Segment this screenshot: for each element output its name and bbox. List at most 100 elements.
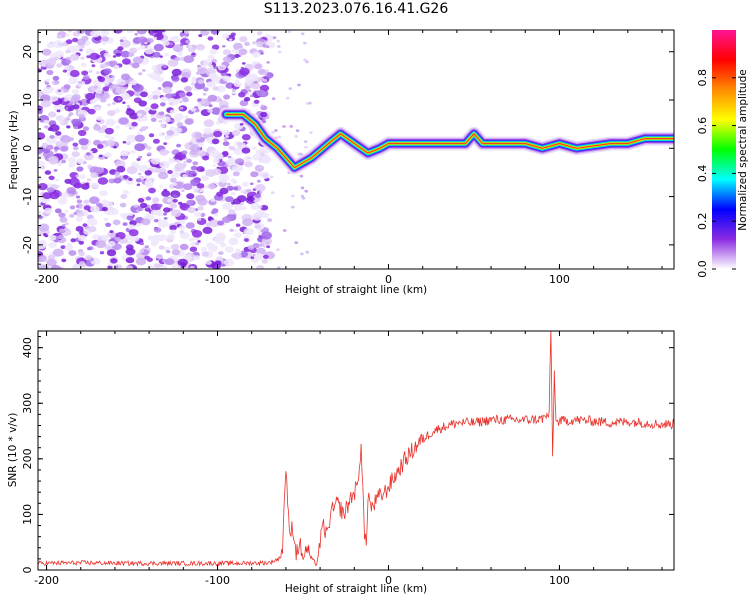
noise-blob	[258, 205, 263, 209]
noise-blob	[190, 165, 198, 171]
colorbar-ticks: 0.0 0.2 0.4 0.6 0.8	[696, 69, 736, 278]
noise-blob	[160, 102, 166, 107]
noise-blob	[188, 237, 195, 242]
noise-blob	[65, 56, 71, 61]
snr-plot-area	[38, 331, 674, 570]
noise-blob	[137, 36, 148, 44]
noise-blob	[76, 166, 84, 172]
noise-blob	[94, 106, 101, 111]
noise-blob	[163, 207, 171, 213]
noise-blob	[252, 153, 261, 161]
noise-blob	[43, 119, 49, 125]
noise-blob	[158, 245, 165, 250]
noise-blob	[115, 52, 122, 57]
noise-blob	[119, 202, 127, 208]
noise-blob	[43, 125, 49, 129]
noise-blob	[160, 96, 168, 102]
noise-blob	[241, 189, 246, 192]
noise-blob	[222, 216, 232, 224]
noise-blob	[157, 220, 169, 228]
noise-blob	[167, 198, 173, 203]
noise-blob	[136, 112, 143, 117]
noise-blob	[199, 189, 205, 193]
noise-blob	[235, 248, 241, 252]
noise-blob	[250, 171, 259, 178]
noise-blob	[190, 144, 201, 153]
snr-y-axis-label: SNR (10 * v/v)	[7, 413, 19, 488]
noise-blob	[162, 116, 171, 123]
noise-blob	[158, 119, 163, 123]
noise-blob	[241, 147, 251, 154]
noise-blob	[72, 146, 79, 151]
noise-blob	[232, 252, 242, 260]
noise-blob	[231, 91, 236, 95]
noise-blob	[38, 255, 47, 262]
noise-blob	[63, 137, 68, 141]
noise-blob	[217, 220, 225, 226]
noise-blob	[77, 234, 87, 242]
noise-blob	[254, 184, 266, 192]
noise-blob	[72, 45, 81, 52]
noise-blob	[126, 241, 133, 246]
noise-blob	[232, 180, 238, 185]
noise-blob	[294, 241, 299, 245]
noise-blob	[86, 55, 91, 59]
noise-blob	[138, 155, 143, 159]
snr-x-ticks: -200 -100 0 100	[34, 331, 663, 587]
noise-blob	[246, 195, 255, 202]
noise-blob	[43, 207, 53, 215]
noise-blob	[256, 264, 265, 269]
noise-blob	[308, 101, 312, 105]
noise-blob	[44, 170, 52, 175]
noise-blob	[77, 80, 83, 84]
snr-x-tick-label: 100	[549, 574, 570, 587]
noise-blob	[305, 250, 310, 254]
noise-blob	[133, 84, 144, 92]
noise-blob	[48, 241, 57, 248]
noise-blob	[190, 82, 195, 85]
noise-blob	[145, 145, 152, 151]
noise-blob	[201, 251, 209, 257]
noise-blob	[197, 142, 204, 148]
noise-blob	[112, 219, 121, 226]
snr-y-tick-label: 0	[21, 567, 34, 574]
noise-blob	[276, 248, 280, 252]
snr-y-tick-label: 300	[21, 393, 34, 414]
noise-blob	[185, 222, 195, 229]
noise-blob	[152, 36, 157, 40]
noise-blob	[95, 54, 101, 59]
noise-blob	[168, 157, 176, 164]
snr-y-ticks: 0 100 200 300 400	[21, 336, 674, 574]
noise-blob	[144, 178, 153, 185]
page-title: S113.2023.076.16.41.G26	[263, 1, 449, 17]
noise-blob	[226, 182, 231, 186]
noise-blob	[176, 122, 184, 127]
noise-blob	[274, 129, 278, 132]
noise-blob	[152, 95, 159, 100]
noise-blob	[179, 106, 184, 110]
noise-blob	[174, 162, 186, 171]
noise-blob	[41, 48, 52, 56]
noise-blob	[139, 249, 145, 253]
noise-blob	[48, 234, 57, 241]
noise-blob	[55, 131, 62, 136]
noise-blob	[146, 257, 153, 262]
noise-blob	[72, 104, 80, 110]
noise-blob	[75, 205, 80, 208]
noise-blob	[269, 175, 274, 179]
noise-blob	[96, 202, 102, 207]
noise-blob	[73, 125, 79, 130]
noise-blob	[68, 30, 72, 33]
noise-blob	[212, 86, 219, 91]
noise-blob	[169, 203, 178, 209]
noise-blob	[46, 58, 57, 66]
noise-blob	[174, 56, 181, 62]
noise-blob	[189, 265, 195, 269]
noise-blob	[229, 188, 233, 191]
noise-blob	[228, 209, 236, 215]
noise-blob	[250, 202, 261, 211]
noise-blob	[63, 98, 68, 102]
noise-blob	[38, 132, 46, 140]
noise-blob	[128, 52, 135, 57]
noise-blob	[46, 69, 54, 76]
